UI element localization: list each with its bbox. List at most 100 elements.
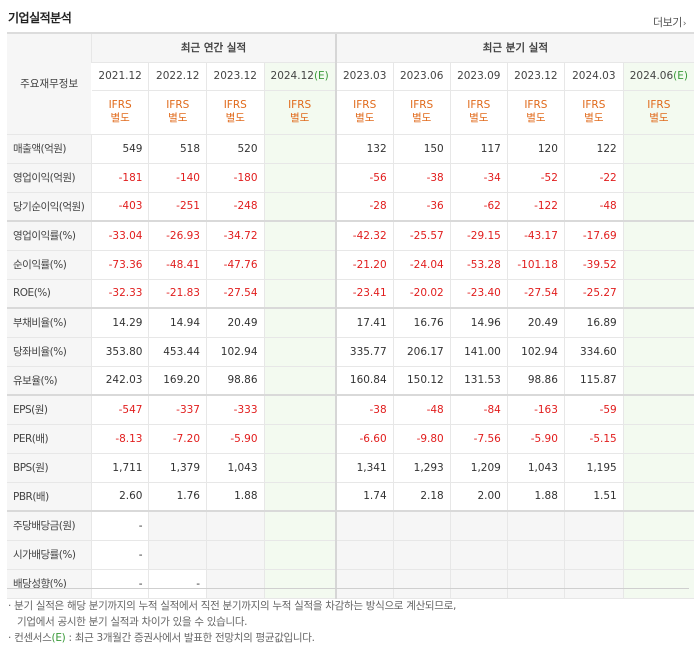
row-label: PBR(배) [7, 482, 92, 512]
value-cell: 1,293 [392, 453, 451, 483]
value-cell [622, 279, 694, 309]
value-cell: -32.33 [91, 279, 149, 309]
value-cell: -27.54 [206, 279, 265, 309]
value-cell [622, 482, 694, 512]
period-header: 2023.06 [392, 62, 451, 91]
value-cell [334, 569, 394, 599]
value-cell: 117 [449, 134, 508, 164]
table-row: 유보율(%) 242.03 169.20 98.86 160.84 150.12 131.5… [7, 366, 694, 396]
value-cell: -17.69 [563, 220, 624, 251]
value-cell: 14.96 [449, 307, 508, 338]
period-header: 2024.06(E) [622, 62, 694, 91]
row-label: 영업이익(억원) [7, 163, 92, 193]
value-cell [392, 540, 451, 570]
table-row: 배당성향(%) - - [7, 569, 694, 599]
value-cell: -403 [91, 192, 149, 222]
value-cell [622, 337, 694, 367]
value-cell: 520 [206, 134, 265, 164]
table-row: 당기순이익(억원) -403 -251 -248 -28 -36 -62 -122 -48 [7, 192, 694, 222]
value-cell: 334.60 [563, 337, 624, 367]
value-cell: 98.86 [506, 366, 565, 396]
value-cell [622, 250, 694, 280]
value-cell: -8.13 [91, 424, 149, 454]
estimate-mark: (E) [673, 70, 688, 82]
row-label: PER(배) [7, 424, 92, 454]
value-cell: -180 [206, 163, 265, 193]
row-label: 유보율(%) [7, 366, 92, 396]
value-cell: 1.88 [206, 482, 265, 512]
table-row: ROE(%) -32.33 -21.83 -27.54 -23.41 -20.02 -23.… [7, 279, 694, 309]
value-cell [622, 134, 694, 164]
table-row: 순이익률(%) -73.36 -48.41 -47.76 -21.20 -24.04 -53… [7, 250, 694, 280]
ifrs-badge: IFRS 별도 [91, 90, 149, 135]
footnotes: · 분기 실적은 해당 분기까지의 누적 실적에서 직전 분기까지의 누적 실적… [8, 598, 688, 646]
value-cell: -52 [506, 163, 565, 193]
value-cell: 206.17 [392, 337, 451, 367]
value-cell: -7.20 [148, 424, 207, 454]
value-cell: -21.83 [148, 279, 207, 309]
value-cell [263, 192, 336, 222]
value-cell: 160.84 [334, 366, 394, 396]
value-cell: -47.76 [206, 250, 265, 280]
row-label: 시가배당률(%) [7, 540, 92, 570]
value-cell: 1.76 [148, 482, 207, 512]
period-header: 2023.03 [334, 62, 394, 91]
value-cell: -84 [449, 394, 508, 425]
ifrs-badge: IFRS 별도 [449, 90, 508, 135]
value-cell [622, 307, 694, 338]
quarter-header: 최근 분기 실적 [334, 32, 694, 63]
value-cell: -42.32 [334, 220, 394, 251]
value-cell: -9.80 [392, 424, 451, 454]
value-cell: -48.41 [148, 250, 207, 280]
ifrs-badge: IFRS 별도 [263, 90, 336, 135]
value-cell: -122 [506, 192, 565, 222]
value-cell: -62 [449, 192, 508, 222]
value-cell: 1.51 [563, 482, 624, 512]
footnote-2: · 컨센서스(E) : 최근 3개월간 증권사에서 발표한 전망치의 평균값입니… [8, 632, 315, 644]
value-cell: -5.15 [563, 424, 624, 454]
value-cell [622, 453, 694, 483]
table-row: BPS(원) 1,711 1,379 1,043 1,341 1,293 1,209 1,04… [7, 453, 694, 483]
value-cell: -39.52 [563, 250, 624, 280]
row-label: 순이익률(%) [7, 250, 92, 280]
value-cell: -20.02 [392, 279, 451, 309]
value-cell [263, 366, 336, 396]
value-cell: 549 [91, 134, 149, 164]
estimate-mark: (E) [313, 70, 329, 82]
value-cell [506, 540, 565, 570]
value-cell [263, 569, 336, 599]
row-label: 영업이익률(%) [7, 220, 92, 251]
value-cell [622, 366, 694, 396]
table-row: 시가배당률(%) - [7, 540, 694, 570]
value-cell [206, 510, 265, 541]
value-cell: -26.93 [148, 220, 207, 251]
value-cell [263, 250, 336, 280]
row-label: 당기순이익(억원) [7, 192, 92, 222]
row-label: ROE(%) [7, 279, 92, 309]
value-cell: 242.03 [91, 366, 149, 396]
value-cell: -33.04 [91, 220, 149, 251]
value-cell: 1,379 [148, 453, 207, 483]
value-cell: -56 [334, 163, 394, 193]
value-cell [622, 163, 694, 193]
value-cell: -5.90 [506, 424, 565, 454]
chevron-right-icon: › [682, 19, 687, 29]
table-row: PBR(배) 2.60 1.76 1.88 1.74 2.18 2.00 1.88 1.51 [7, 482, 694, 512]
value-cell: 1,043 [206, 453, 265, 483]
more-link[interactable]: 더보기› [653, 14, 687, 30]
ifrs-badge: IFRS 별도 [506, 90, 565, 135]
value-cell: 16.76 [392, 307, 451, 338]
more-label: 더보기 [653, 16, 682, 29]
value-cell: -101.18 [506, 250, 565, 280]
value-cell [263, 307, 336, 338]
value-cell [263, 220, 336, 251]
value-cell: 14.29 [91, 307, 149, 338]
value-cell: 131.53 [449, 366, 508, 396]
ifrs-badge: IFRS 별도 [206, 90, 265, 135]
value-cell: 453.44 [148, 337, 207, 367]
period-header: 2023.12 [506, 62, 565, 91]
value-cell: -248 [206, 192, 265, 222]
value-cell: 115.87 [563, 366, 624, 396]
value-cell: -22 [563, 163, 624, 193]
period-header: 2024.03 [563, 62, 624, 91]
